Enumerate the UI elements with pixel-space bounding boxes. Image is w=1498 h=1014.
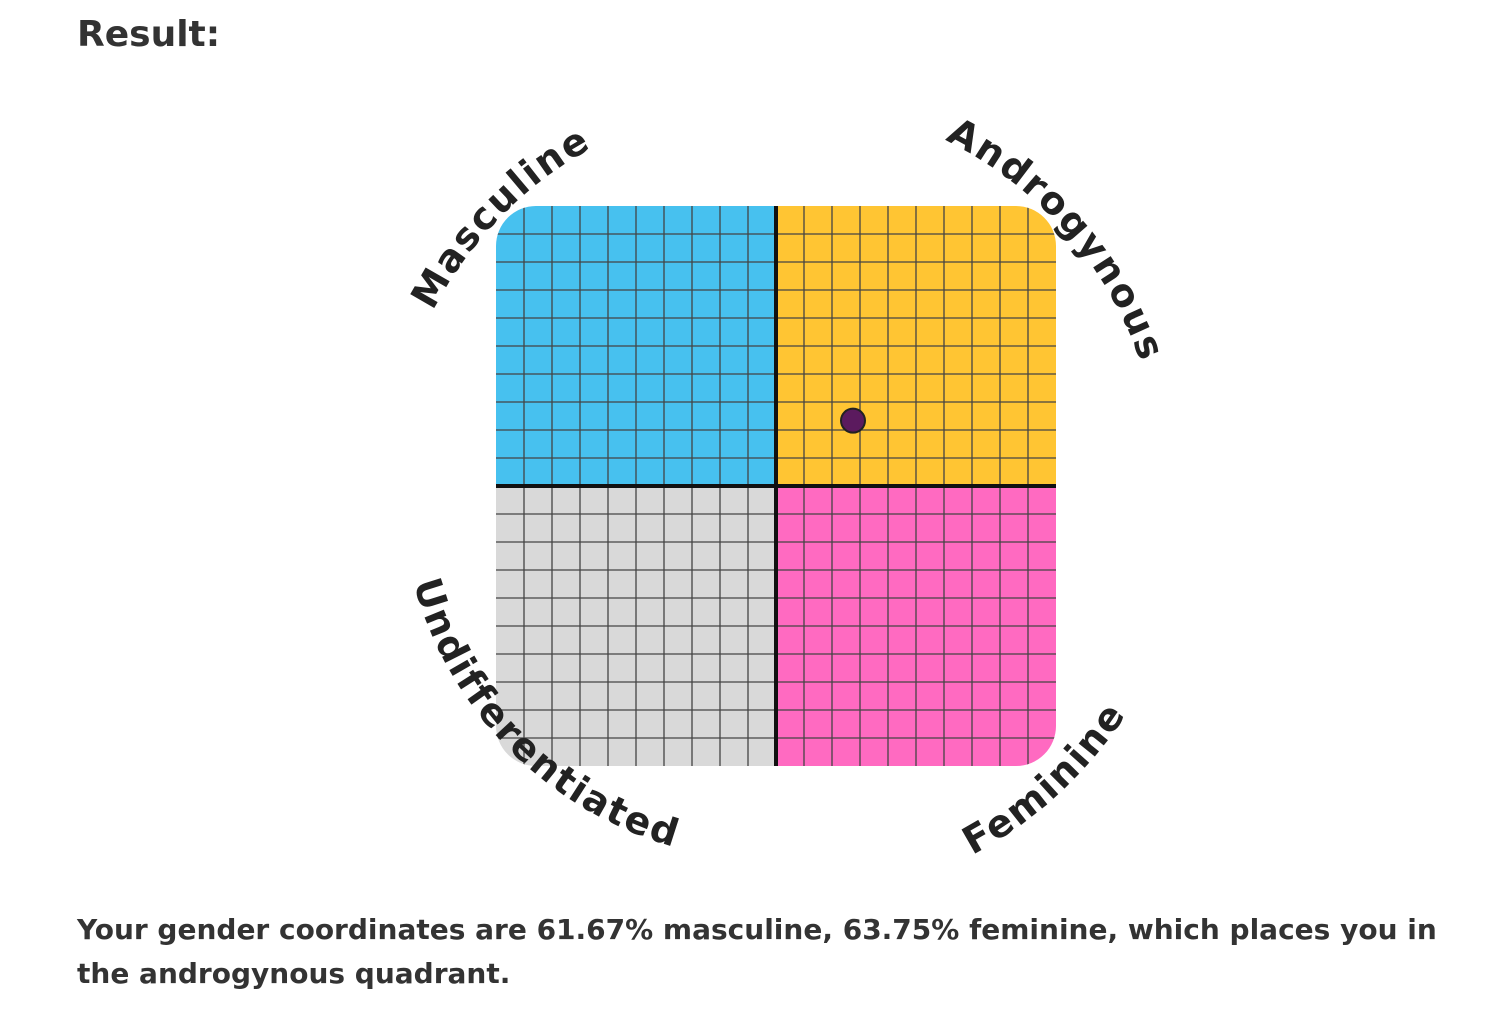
plot-area: [496, 206, 1056, 766]
result-text: Your gender coordinates are 61.67% mascu…: [77, 913, 1437, 990]
result-point: [840, 407, 866, 434]
heading: Result:: [77, 14, 221, 55]
